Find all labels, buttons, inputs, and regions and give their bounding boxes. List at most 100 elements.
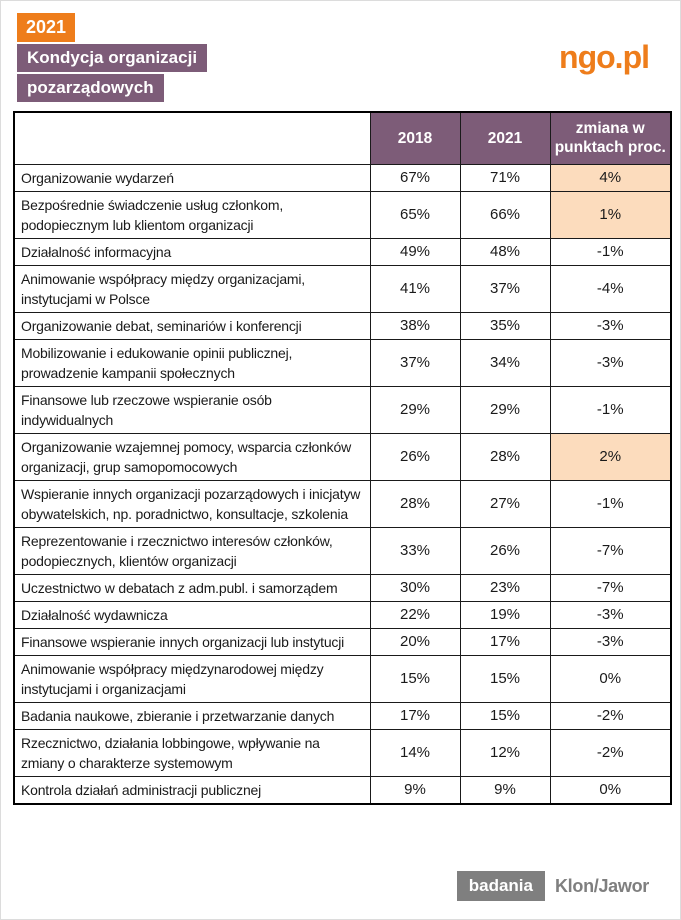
report-header: 2021 Kondycja organizacji pozarządowych xyxy=(17,13,208,104)
value-2018-cell: 22% xyxy=(369,600,461,629)
value-2018-cell: 30% xyxy=(369,573,461,602)
table-row: Badania naukowe, zbieranie i przetwarzan… xyxy=(13,701,672,730)
activity-label: Działalność wydawnicza xyxy=(13,600,371,629)
value-2021-cell: 26% xyxy=(459,526,551,575)
table-row: Animowanie współpracy między organizacja… xyxy=(13,264,672,313)
table-header: 2018 2021 zmiana w punktach proc. xyxy=(13,111,672,165)
table-body: Organizowanie wydarzeń 67% 71% 4% Bezpośredn… xyxy=(13,163,672,804)
table-row: Mobilizowanie i edukowanie opinii public… xyxy=(13,338,672,387)
value-2018-cell: 33% xyxy=(369,526,461,575)
activity-label: Organizowanie debat, seminariów i konfer… xyxy=(13,311,371,340)
table-row: Organizowanie wydarzeń 67% 71% 4% xyxy=(13,163,672,192)
value-2021-cell: 35% xyxy=(459,311,551,340)
year-badge: 2021 xyxy=(17,13,76,42)
value-2021-cell: 27% xyxy=(459,479,551,528)
table-row: Kontrola działań administracji publiczne… xyxy=(13,775,672,804)
value-2018-cell: 20% xyxy=(369,627,461,656)
activity-label: Organizowanie wzajemnej pomocy, wsparcia… xyxy=(13,432,371,481)
value-2021-cell: 23% xyxy=(459,573,551,602)
activity-label: Wspieranie innych organizacji pozarządow… xyxy=(13,479,371,528)
klon-jawor-brand: Klon/Jawor xyxy=(554,875,649,896)
activity-label: Uczestnictwo w debatach z adm.publ. i sa… xyxy=(13,573,371,602)
change-value-cell: -3% xyxy=(549,627,672,656)
activity-label: Mobilizowanie i edukowanie opinii public… xyxy=(13,338,371,387)
value-2018-cell: 26% xyxy=(369,432,461,481)
change-value-cell: -1% xyxy=(549,385,672,434)
value-2021-cell: 29% xyxy=(459,385,551,434)
change-value-cell: -1% xyxy=(549,237,672,266)
activity-label: Reprezentowanie i rzecznictwo interesów … xyxy=(13,526,371,575)
value-2018-cell: 41% xyxy=(369,264,461,313)
activity-label: Finansowe lub rzeczowe wspieranie osób i… xyxy=(13,385,371,434)
activity-label: Animowanie współpracy między organizacja… xyxy=(13,264,371,313)
table-row: Reprezentowanie i rzecznictwo interesów … xyxy=(13,526,672,575)
change-value-cell: 0% xyxy=(549,775,672,804)
change-value-cell: -7% xyxy=(549,573,672,602)
change-value-cell: -4% xyxy=(549,264,672,313)
change-value-cell: -2% xyxy=(549,728,672,777)
value-2021-cell: 37% xyxy=(459,264,551,313)
change-value-cell: 1% xyxy=(549,190,672,239)
badania-badge: badania xyxy=(456,871,545,901)
value-2021-cell: 17% xyxy=(459,627,551,656)
table-row: Finansowe wspieranie innych organizacji … xyxy=(13,627,672,656)
change-value-cell: -1% xyxy=(549,479,672,528)
column-header-2018: 2018 xyxy=(369,111,461,165)
value-2018-cell: 38% xyxy=(369,311,461,340)
activity-label: Finansowe wspieranie innych organizacji … xyxy=(13,627,371,656)
column-header-2021: 2021 xyxy=(459,111,551,165)
value-2018-cell: 9% xyxy=(369,775,461,804)
report-footer: badania Klon/Jawor xyxy=(456,871,649,901)
value-2018-cell: 17% xyxy=(369,701,461,730)
value-2018-cell: 14% xyxy=(369,728,461,777)
value-2018-cell: 28% xyxy=(369,479,461,528)
report-title-line1: Kondycja organizacji xyxy=(17,44,208,72)
table-row: Działalność informacyjna 49% 48% -1% xyxy=(13,237,672,266)
empty-header-cell xyxy=(13,111,371,165)
ngo-pl-logo: ngo.pl xyxy=(559,39,650,75)
value-2021-cell: 12% xyxy=(459,728,551,777)
activity-label: Animowanie współpracy międzynarodowej mi… xyxy=(13,654,371,703)
value-2021-cell: 15% xyxy=(459,654,551,703)
table-row: Finansowe lub rzeczowe wspieranie osób i… xyxy=(13,385,672,434)
activities-table: 2018 2021 zmiana w punktach proc. Organi… xyxy=(13,111,672,805)
value-2018-cell: 37% xyxy=(369,338,461,387)
change-value-cell: -3% xyxy=(549,311,672,340)
table-row: Animowanie współpracy międzynarodowej mi… xyxy=(13,654,672,703)
change-value-cell: -3% xyxy=(549,600,672,629)
activity-label: Rzecznictwo, działania lobbingowe, wpływ… xyxy=(13,728,371,777)
activity-label: Działalność informacyjna xyxy=(13,237,371,266)
value-2021-cell: 15% xyxy=(459,701,551,730)
value-2018-cell: 29% xyxy=(369,385,461,434)
table-row: Uczestnictwo w debatach z adm.publ. i sa… xyxy=(13,573,672,602)
value-2021-cell: 19% xyxy=(459,600,551,629)
activity-label: Organizowanie wydarzeń xyxy=(13,163,371,192)
change-value-cell: 2% xyxy=(549,432,672,481)
value-2021-cell: 34% xyxy=(459,338,551,387)
change-value-cell: 0% xyxy=(549,654,672,703)
value-2018-cell: 67% xyxy=(369,163,461,192)
table-row: Rzecznictwo, działania lobbingowe, wpływ… xyxy=(13,728,672,777)
value-2018-cell: 65% xyxy=(369,190,461,239)
activity-label: Bezpośrednie świadczenie usług członkom,… xyxy=(13,190,371,239)
value-2021-cell: 48% xyxy=(459,237,551,266)
change-value-cell: -7% xyxy=(549,526,672,575)
value-2018-cell: 15% xyxy=(369,654,461,703)
report-title-line2: pozarządowych xyxy=(17,74,164,102)
value-2021-cell: 71% xyxy=(459,163,551,192)
value-2021-cell: 9% xyxy=(459,775,551,804)
change-value-cell: 4% xyxy=(549,163,672,192)
table-row: Organizowanie wzajemnej pomocy, wsparcia… xyxy=(13,432,672,481)
activity-label: Badania naukowe, zbieranie i przetwarzan… xyxy=(13,701,371,730)
table-row: Działalność wydawnicza 22% 19% -3% xyxy=(13,600,672,629)
change-value-cell: -3% xyxy=(549,338,672,387)
change-value-cell: -2% xyxy=(549,701,672,730)
value-2021-cell: 28% xyxy=(459,432,551,481)
table-row: Organizowanie debat, seminariów i konfer… xyxy=(13,311,672,340)
column-header-change: zmiana w punktach proc. xyxy=(549,111,672,165)
table-row: Bezpośrednie świadczenie usług członkom,… xyxy=(13,190,672,239)
table-row: Wspieranie innych organizacji pozarządow… xyxy=(13,479,672,528)
value-2018-cell: 49% xyxy=(369,237,461,266)
table-header-row: 2018 2021 zmiana w punktach proc. xyxy=(13,111,672,165)
activity-label: Kontrola działań administracji publiczne… xyxy=(13,775,371,804)
